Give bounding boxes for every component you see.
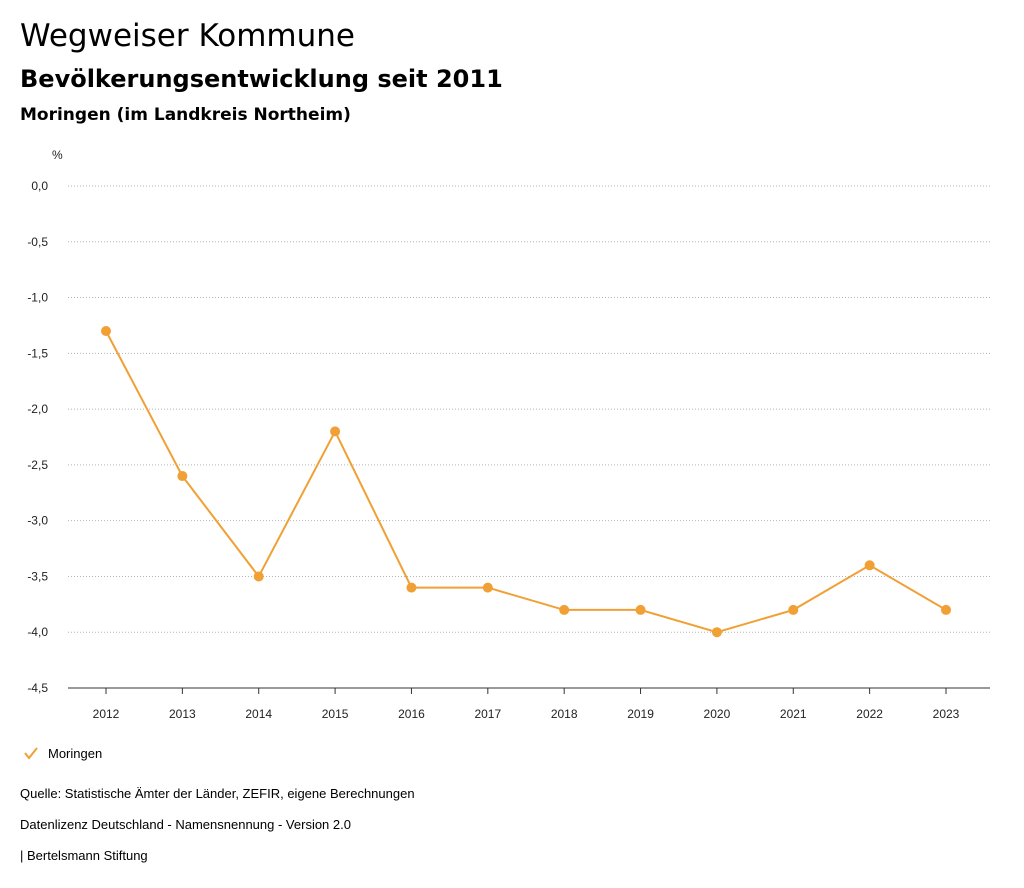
license-note: Datenlizenz Deutschland - Namensnennung … [20,817,351,832]
legend-item-moringen[interactable]: Moringen [22,744,102,762]
data-point[interactable] [253,571,264,582]
gridlines [68,185,990,689]
line-chart: % 0,0 -0,5 -1,0 -1,5 -2,0 -2,5 -3,0 -3,5 -4,0 -4,… [27,148,990,721]
data-point[interactable] [711,627,722,638]
y-tick-label: -3,0 [27,514,48,528]
x-tick-label: 2014 [245,707,272,721]
y-tick-label: -1,5 [27,346,48,360]
data-point[interactable] [635,604,646,615]
data-point[interactable] [864,560,875,571]
x-tick-label: 2018 [551,707,578,721]
region-label: Moringen (im Landkreis Northeim) [20,105,351,125]
x-tick-label: 2023 [933,707,960,721]
data-point[interactable] [177,471,188,482]
legend-label: Moringen [48,745,103,761]
x-tick-label: 2016 [398,707,425,721]
y-axis-unit-label: % [52,148,63,162]
x-tick-label: 2022 [856,707,883,721]
check-icon [24,747,38,760]
y-tick-label: -0,5 [27,235,48,249]
series-line [105,330,947,634]
data-point[interactable] [330,426,341,437]
series-moringen[interactable] [101,326,951,638]
page-title: Wegweiser Kommune [20,18,355,54]
x-tick-label: 2020 [704,707,731,721]
y-tick-label: -4,5 [27,681,48,695]
y-tick-label: -2,5 [27,458,48,472]
y-axis-ticks: 0,0 -0,5 -1,0 -1,5 -2,0 -2,5 -3,0 -3,5 -4,0 -4,5 [27,179,48,695]
chart-subtitle: Bevölkerungsentwicklung seit 2011 [20,65,503,93]
data-point[interactable] [406,582,417,593]
x-tick-label: 2012 [93,707,120,721]
y-tick-label: -4,0 [27,625,48,639]
x-tick-label: 2015 [322,707,349,721]
y-tick-label: -1,0 [27,291,48,305]
y-tick-label: -3,5 [27,569,48,583]
data-point[interactable] [788,604,799,615]
x-tick-label: 2021 [780,707,807,721]
data-point[interactable] [559,604,570,615]
x-axis-ticks: 2012 2013 2014 2015 2016 2017 2018 2019 2020 2021… [93,688,960,721]
source-note: Quelle: Statistische Ämter der Länder, Z… [20,786,415,801]
x-tick-label: 2019 [627,707,654,721]
y-tick-label: -2,0 [27,402,48,416]
data-point[interactable] [482,582,493,593]
publisher-note: | Bertelsmann Stiftung [20,848,148,863]
x-tick-label: 2017 [474,707,501,721]
data-point[interactable] [941,604,951,615]
y-tick-label: 0,0 [31,179,48,193]
data-point[interactable] [101,326,111,337]
x-tick-label: 2013 [169,707,196,721]
